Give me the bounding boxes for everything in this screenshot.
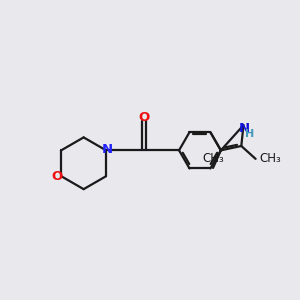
Text: CH₃: CH₃ <box>259 152 281 165</box>
Text: N: N <box>102 142 113 155</box>
Text: N: N <box>239 122 250 135</box>
Text: H: H <box>245 129 255 139</box>
Text: O: O <box>52 170 63 183</box>
Text: O: O <box>139 111 150 124</box>
Text: CH₃: CH₃ <box>202 152 224 165</box>
